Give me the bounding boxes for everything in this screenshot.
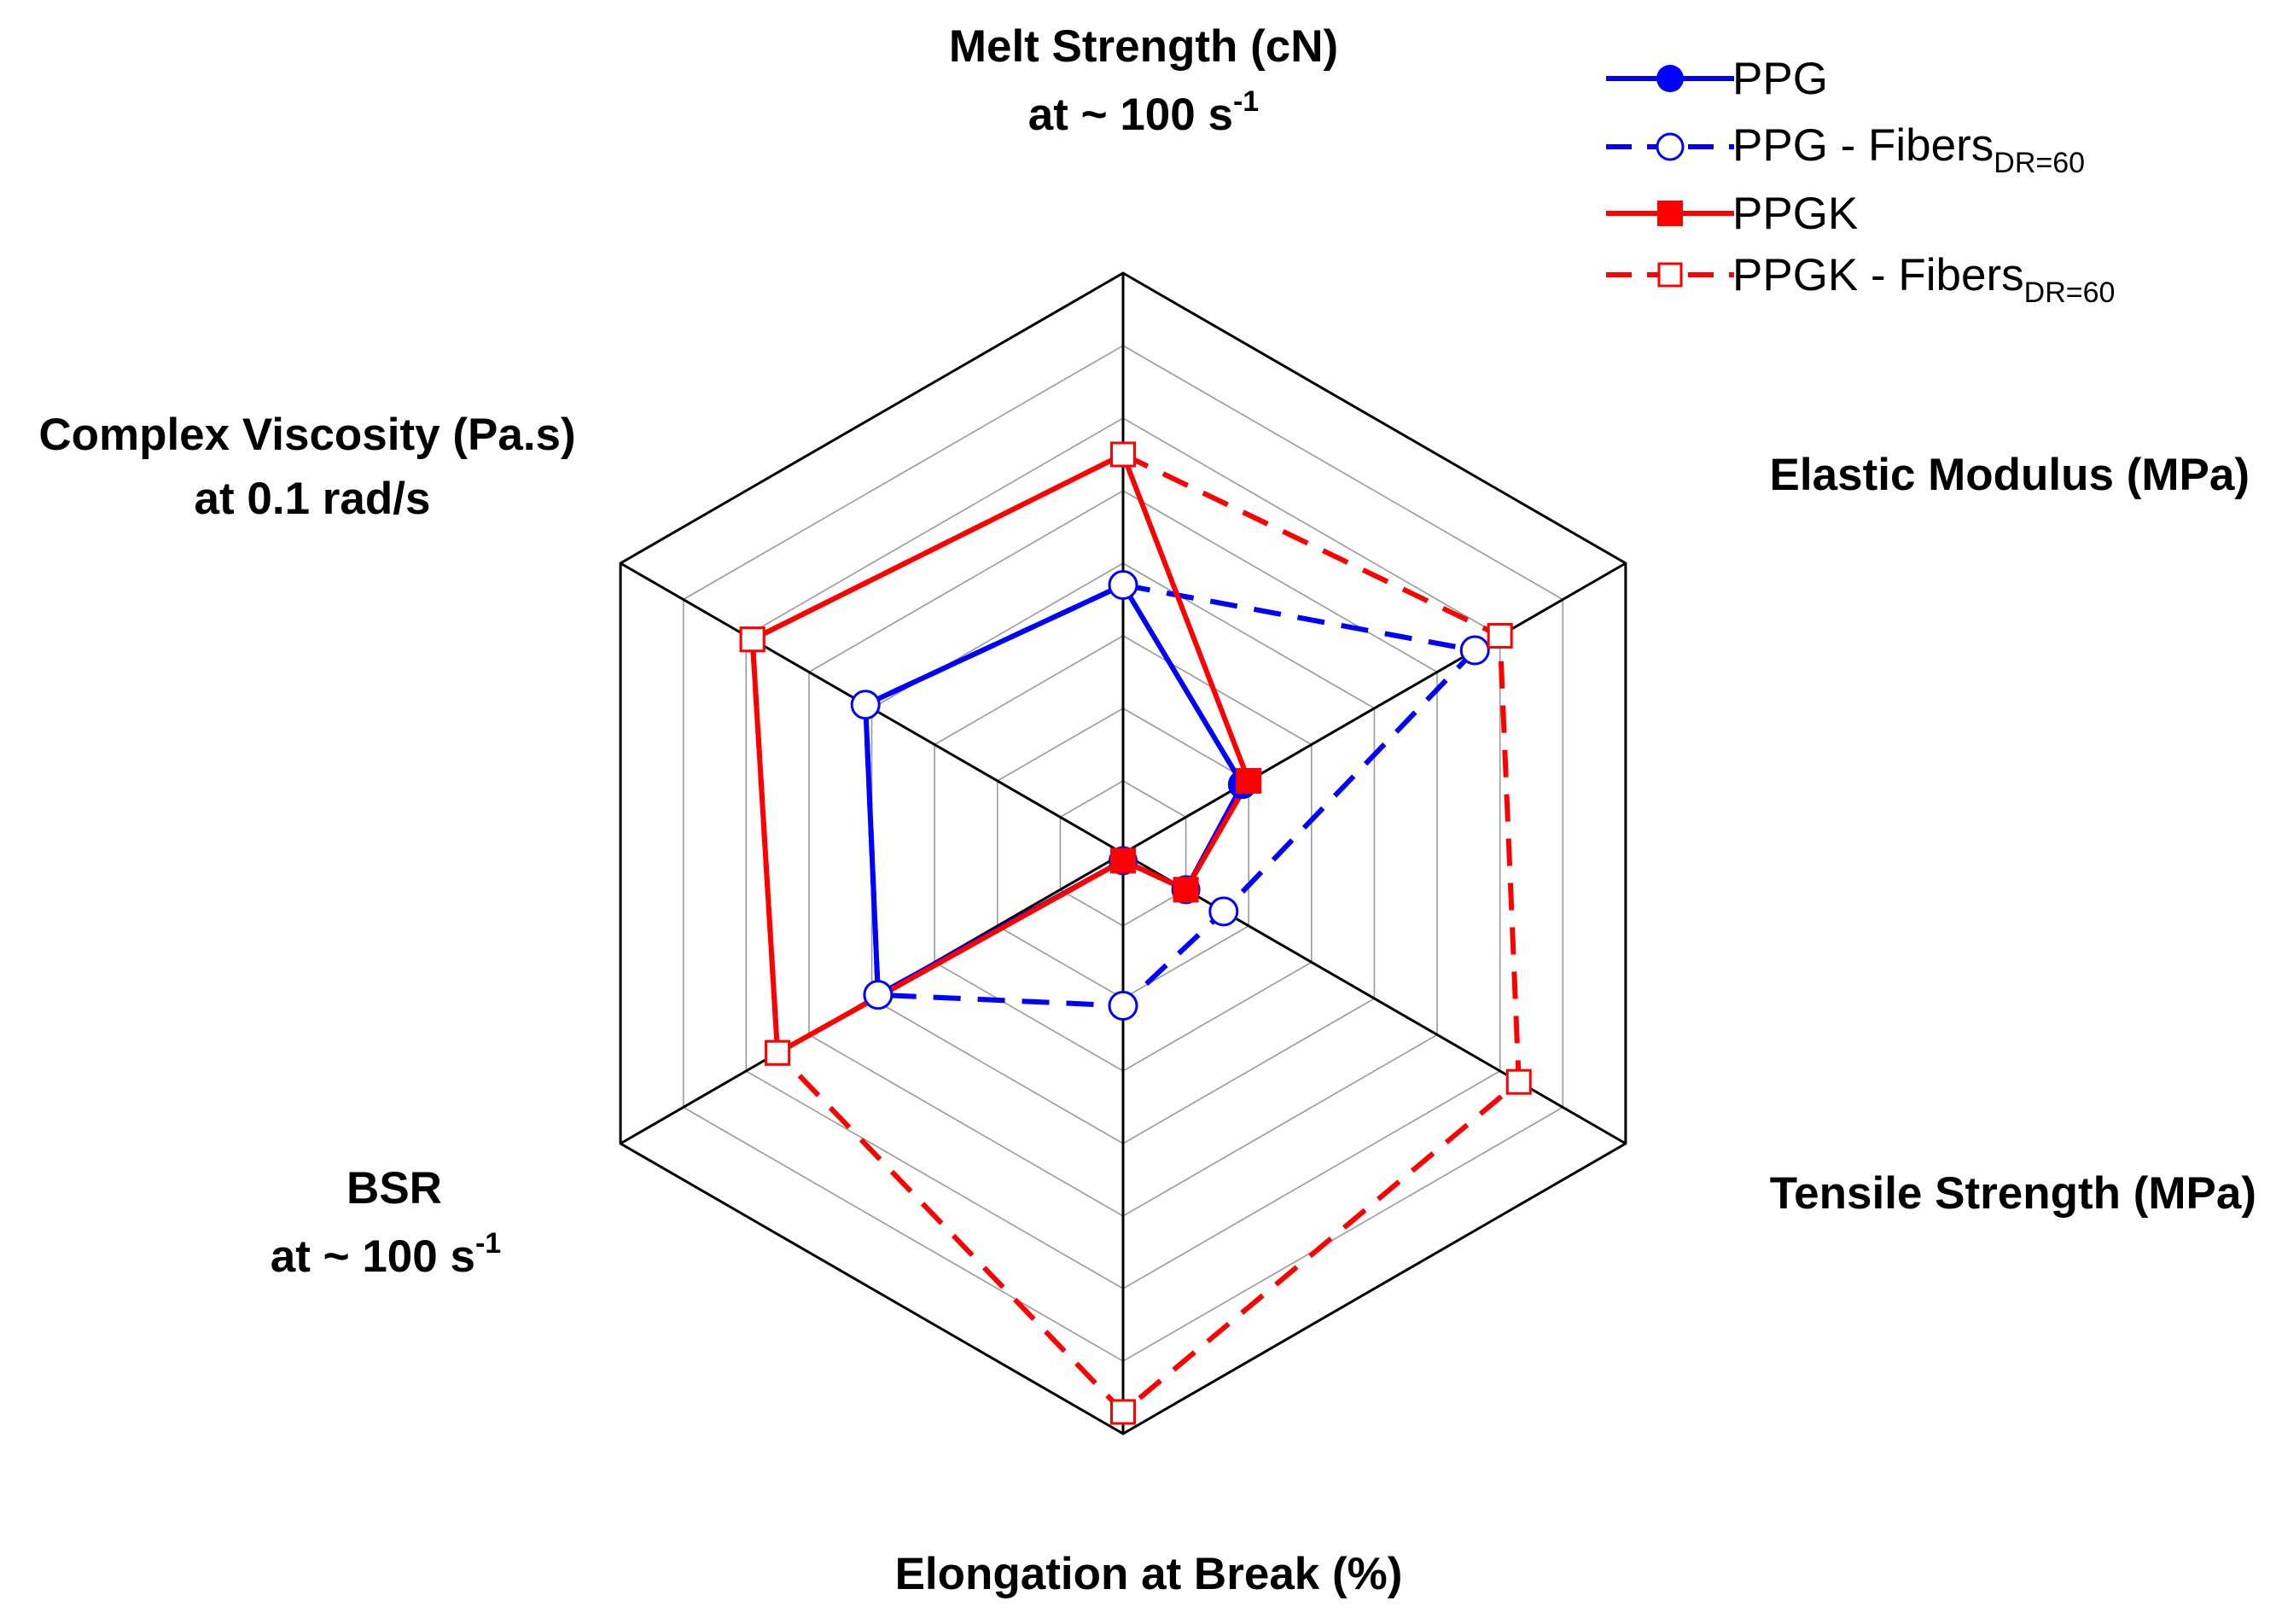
axis-label-tensile-strength: Tensile Strength (MPa) — [1770, 1168, 2256, 1219]
axis-labels: Melt Strength (cN) at ~ 100 s-1 Elastic … — [38, 21, 2256, 1599]
axis-label-bsr: BSR — [346, 1163, 442, 1214]
axis-sublabel-bsr: at ~ 100 s-1 — [271, 1227, 501, 1282]
data-point-series3-1 — [1487, 623, 1513, 649]
axis-sublabel-melt-strength: at ~ 100 s-1 — [1028, 85, 1259, 140]
svg-text:PPG: PPG — [1732, 54, 1828, 104]
svg-text:PPG - FibersDR=60: PPG - FibersDR=60 — [1732, 120, 2085, 179]
data-point-series3-3 — [1110, 1399, 1136, 1425]
series-line-2 — [749, 451, 1252, 1057]
series-line-1 — [863, 582, 1481, 1009]
data-point-series2-3 — [1110, 847, 1136, 874]
data-point-series1-4 — [863, 980, 894, 1010]
data-point-series1-0 — [1108, 570, 1138, 600]
axis-label-complex-viscosity: Complex Viscosity (Pa.s) — [38, 410, 575, 460]
markers — [739, 441, 1532, 1425]
legend-marker-open-circle — [1656, 132, 1685, 161]
axis-label-elongation-at-break: Elongation at Break (%) — [895, 1549, 1403, 1599]
legend-marker-filled-square — [1657, 201, 1683, 226]
data-point-series3-2 — [1505, 1068, 1532, 1095]
data-point-series2-2 — [1173, 876, 1199, 903]
legend-marker-filled-circle — [1656, 65, 1684, 92]
data-point-series3-0 — [1110, 441, 1136, 468]
data-point-series2-1 — [1236, 768, 1262, 794]
axis-sublabel-complex-viscosity: at 0.1 rad/s — [195, 474, 431, 524]
series-line-0 — [863, 581, 1246, 999]
svg-text:PPGK - FibersDR=60: PPGK - FibersDR=60 — [1732, 250, 2115, 309]
axis-line-1 — [1122, 562, 1627, 855]
data-point-series1-5 — [850, 690, 881, 720]
axis-line-2 — [1122, 852, 1627, 1145]
data-point-series1-2 — [1208, 896, 1239, 927]
series — [749, 451, 1522, 1416]
legend-item-ppgk: PPGK — [1606, 189, 1858, 239]
data-point-series1-3 — [1108, 991, 1138, 1021]
legend: PPG PPG - FibersDR=60 PPGK PPGK - Fibers… — [1606, 54, 2115, 309]
legend-item-ppg: PPG — [1606, 54, 1828, 104]
axis-label-elastic-modulus: Elastic Modulus (MPa) — [1770, 450, 2250, 500]
data-point-series3-5 — [739, 626, 765, 653]
legend-item-ppgk-fibers: PPGK - FibersDR=60 — [1606, 250, 2115, 309]
axis-label-melt-strength: Melt Strength (cN) — [949, 21, 1338, 72]
legend-marker-open-square — [1657, 262, 1683, 288]
svg-text:PPGK: PPGK — [1732, 189, 1858, 239]
data-point-series1-1 — [1459, 635, 1490, 666]
series-line-3 — [749, 451, 1522, 1416]
legend-item-ppg-fibers: PPG - FibersDR=60 — [1606, 120, 2085, 179]
data-point-series3-4 — [765, 1039, 791, 1066]
